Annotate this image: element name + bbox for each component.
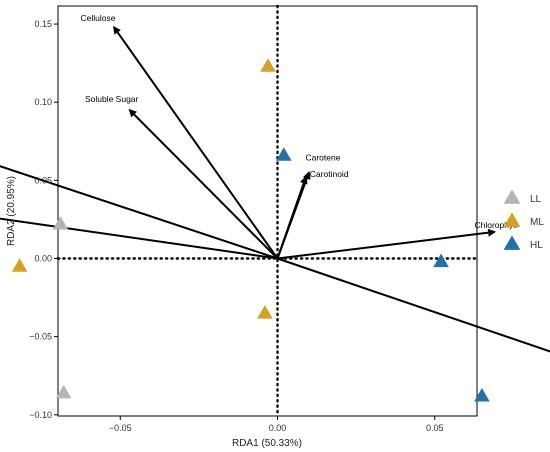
legend-label-hl: HL: [530, 240, 543, 251]
vector-label-soluble-sugar: Soluble Sugar: [85, 94, 139, 104]
y-axis-title: RDA2 (20.95%): [6, 176, 17, 246]
zero-reference-lines: [56, 4, 479, 418]
x-tick-label: 0.00: [269, 423, 287, 433]
vector-nitrate: [0, 217, 278, 260]
vector-label-carotene: Carotene: [305, 153, 340, 163]
y-tick-label: 0.05: [34, 175, 52, 185]
legend-marker-ml: [503, 212, 521, 227]
point-ml-1: [260, 58, 276, 72]
vector-free-amino-acids: [0, 165, 278, 260]
y-tick-label: −0.10: [29, 410, 52, 420]
point-ml-2: [11, 258, 28, 272]
y-tick-label: 0.00: [34, 254, 52, 264]
y-tick-label: −0.05: [29, 332, 52, 342]
plot-panel: [57, 5, 478, 417]
point-hl-2: [433, 253, 449, 268]
vector-label-chlorophyll: Chlorophyll: [475, 220, 518, 230]
vector-carotinoid: [276, 175, 308, 259]
vector-label-cellulose: Cellulose: [80, 13, 115, 23]
legend-label-ll: LL: [530, 194, 542, 205]
legend-marker-ll: [503, 189, 521, 204]
x-tick-label: −0.05: [109, 423, 132, 433]
point-ml-3: [257, 305, 273, 319]
legend-marker-hl: [503, 235, 521, 250]
point-ll-2: [55, 384, 72, 399]
vector-cellulose: [113, 25, 279, 260]
y-axis: −0.10 −0.05 0.00 0.05 0.10 0.15: [29, 19, 58, 420]
x-axis-title: RDA1 (50.33%): [232, 438, 302, 449]
legend: LL ML HL: [503, 189, 544, 251]
y-tick-label: 0.15: [34, 19, 52, 29]
point-hl-1: [275, 147, 292, 161]
y-tick-label: 0.10: [34, 97, 52, 107]
vector-label-carotinoid: Carotinoid: [310, 169, 349, 179]
point-hl-3: [474, 387, 490, 402]
x-axis: −0.10−0.050.000.050.10: [109, 416, 444, 433]
sample-points: [11, 58, 490, 402]
vector-soluble-sugar: [128, 108, 279, 260]
point-ll-1: [52, 216, 69, 230]
vector-chlorophyll: [277, 228, 497, 260]
vector-soluble-protein: [277, 257, 550, 353]
x-tick-label: 0.05: [426, 423, 444, 433]
legend-label-ml: ML: [530, 217, 544, 228]
